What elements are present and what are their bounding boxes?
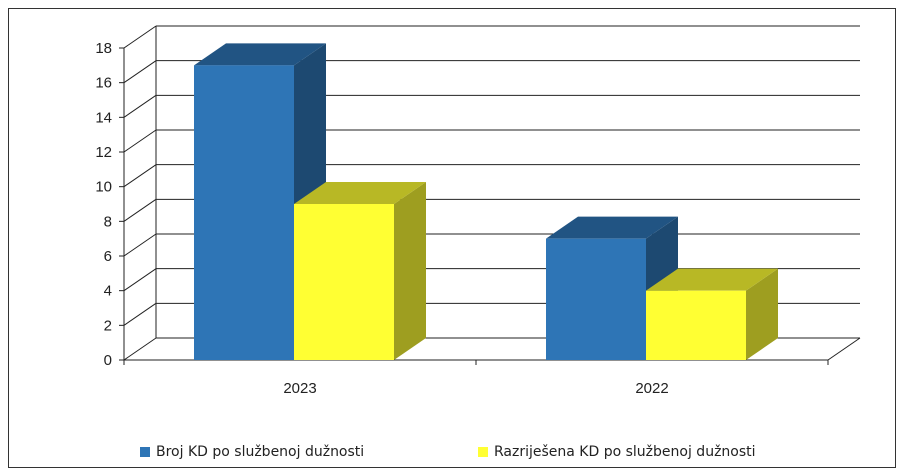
grid-diagonal xyxy=(123,60,157,84)
legend-label-series-1: Broj KD po službenoj dužnosti xyxy=(156,444,365,460)
bar-2023-series-1 xyxy=(194,65,294,360)
grid-diagonal xyxy=(123,25,157,49)
legend: Broj KD po službenoj dužnosti Razriješen… xyxy=(0,444,908,466)
x-category-label: 2022 xyxy=(635,380,668,397)
grid-diagonal xyxy=(123,164,157,188)
y-tick-label: 12 xyxy=(95,144,112,161)
bar-chart: 0 2 4 6 8 10 12 14 16 18 2023 2022 xyxy=(95,25,861,397)
legend-item-series-2: Razriješena KD po službenoj dužnosti xyxy=(478,444,756,460)
y-tick-label: 10 xyxy=(95,179,112,196)
grid-diagonal xyxy=(123,233,157,257)
y-tick-label: 16 xyxy=(95,75,112,92)
y-tick-label: 0 xyxy=(104,352,112,369)
bar-2022-series-1 xyxy=(546,238,646,360)
legend-item-series-1: Broj KD po službenoj dužnosti xyxy=(140,444,364,460)
y-tick-label: 18 xyxy=(95,40,112,57)
legend-swatch-series-2 xyxy=(478,447,488,457)
y-tick-label: 2 xyxy=(104,317,112,334)
y-tick-label: 4 xyxy=(104,283,112,300)
bar-top-2023-series-2 xyxy=(294,182,426,204)
legend-swatch-series-1 xyxy=(140,447,150,457)
bar-2023-series-2 xyxy=(294,204,394,360)
legend-label-series-2: Razriješena KD po službenoj dužnosti xyxy=(494,444,756,460)
bar-top-2023-series-1 xyxy=(194,43,326,66)
bar-side-2023-series-2 xyxy=(394,182,426,360)
grid-diagonal xyxy=(123,337,157,361)
y-tick-label: 8 xyxy=(104,213,112,230)
bar-top-2022-series-1 xyxy=(546,216,678,239)
grid-diagonal xyxy=(123,129,157,153)
y-tick-label: 14 xyxy=(95,109,112,126)
grid-diagonal xyxy=(123,198,157,222)
bar-top-2022-series-2 xyxy=(646,268,778,291)
floor-right-edge xyxy=(827,337,861,361)
grid-diagonal xyxy=(123,268,157,292)
y-tick-label: 6 xyxy=(104,248,112,265)
bar-side-2022-series-2 xyxy=(746,268,778,360)
grid-diagonal xyxy=(123,94,157,118)
bar-2022-series-2 xyxy=(646,290,746,360)
x-category-label: 2023 xyxy=(283,380,316,397)
grid-diagonal xyxy=(123,302,157,326)
